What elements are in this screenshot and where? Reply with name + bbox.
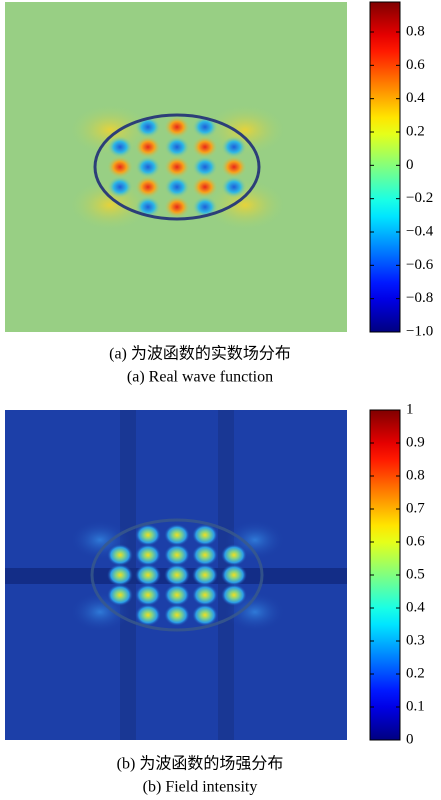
field-blob xyxy=(164,176,190,198)
field-blob xyxy=(192,604,218,626)
colorbar-tick-label: 0.6 xyxy=(406,57,425,73)
colorbar-tick-label: −0.8 xyxy=(406,290,433,306)
field-blob xyxy=(192,176,218,198)
field-blob xyxy=(107,176,133,198)
field-blob xyxy=(135,584,161,606)
colorbar xyxy=(369,409,401,741)
colorbar xyxy=(369,1,401,333)
heatmap-a xyxy=(5,2,347,332)
field-blob xyxy=(192,136,218,158)
field-blob xyxy=(164,524,190,546)
field-blob xyxy=(135,544,161,566)
colorbar-tick-label: 0.8 xyxy=(406,467,425,483)
boundary xyxy=(93,113,261,221)
field-blob xyxy=(221,176,247,198)
boundary xyxy=(90,518,264,632)
field-blob xyxy=(221,136,247,158)
colorbar-tick-label: 0 xyxy=(406,731,414,747)
field-blob xyxy=(164,156,190,178)
field-blob xyxy=(107,584,133,606)
field-blob xyxy=(221,564,247,586)
colorbar-tick-label: −0.2 xyxy=(406,190,433,206)
field-blob xyxy=(192,524,218,546)
colorbar-tick-label: 0.2 xyxy=(406,123,425,139)
caption: (a) 为波函数的实数场分布 xyxy=(109,345,291,363)
colorbar-tick-label: 0.4 xyxy=(406,599,425,615)
colorbar-tick-label: 0.4 xyxy=(406,90,425,106)
field-blob xyxy=(135,136,161,158)
field-blob xyxy=(164,564,190,586)
colorbar-tick-label: −1.0 xyxy=(406,323,433,339)
field-blob xyxy=(135,604,161,626)
colorbar-tick-label: 0.8 xyxy=(406,23,425,39)
field-blob xyxy=(221,544,247,566)
caption: (b) Field intensity xyxy=(143,779,258,796)
colorbar-tick-label: −0.6 xyxy=(406,257,434,273)
field-blob xyxy=(192,544,218,566)
field-blob xyxy=(135,176,161,198)
field-blob xyxy=(107,544,133,566)
field-blob xyxy=(164,604,190,626)
colorbar-tick-label: 0.2 xyxy=(406,665,425,681)
caption: (b) 为波函数的场强分布 xyxy=(117,755,284,773)
heatmap-b xyxy=(5,410,347,740)
field-blob xyxy=(135,564,161,586)
field-blob xyxy=(107,156,133,178)
colorbar-tick-label: −0.4 xyxy=(406,223,434,239)
colorbar-tick-label: 0.6 xyxy=(406,533,425,549)
colorbar-tick-label: 0 xyxy=(406,157,414,173)
field-blob xyxy=(192,564,218,586)
field-blob xyxy=(164,116,190,138)
field-blob xyxy=(135,156,161,178)
field-blob xyxy=(192,116,218,138)
field-blob xyxy=(192,156,218,178)
field-blob xyxy=(107,136,133,158)
colorbar-tick-label: 0.5 xyxy=(406,566,425,582)
colorbar-tick-label: 0.1 xyxy=(406,698,425,714)
field-blob xyxy=(192,196,218,218)
field-blob xyxy=(107,564,133,586)
field-blob xyxy=(164,136,190,158)
field-blob xyxy=(164,196,190,218)
field-blob xyxy=(221,584,247,606)
field-blob xyxy=(221,156,247,178)
field-blob xyxy=(135,524,161,546)
field-blob xyxy=(192,584,218,606)
colorbar-tick-label: 0.3 xyxy=(406,632,425,648)
colorbar-tick-label: 0.9 xyxy=(406,434,425,450)
caption: (a) Real wave function xyxy=(127,369,273,386)
field-blob xyxy=(164,544,190,566)
field-blob xyxy=(164,584,190,606)
colorbar-tick-label: 1 xyxy=(406,401,414,417)
colorbar-tick-label: 0.7 xyxy=(406,500,425,516)
